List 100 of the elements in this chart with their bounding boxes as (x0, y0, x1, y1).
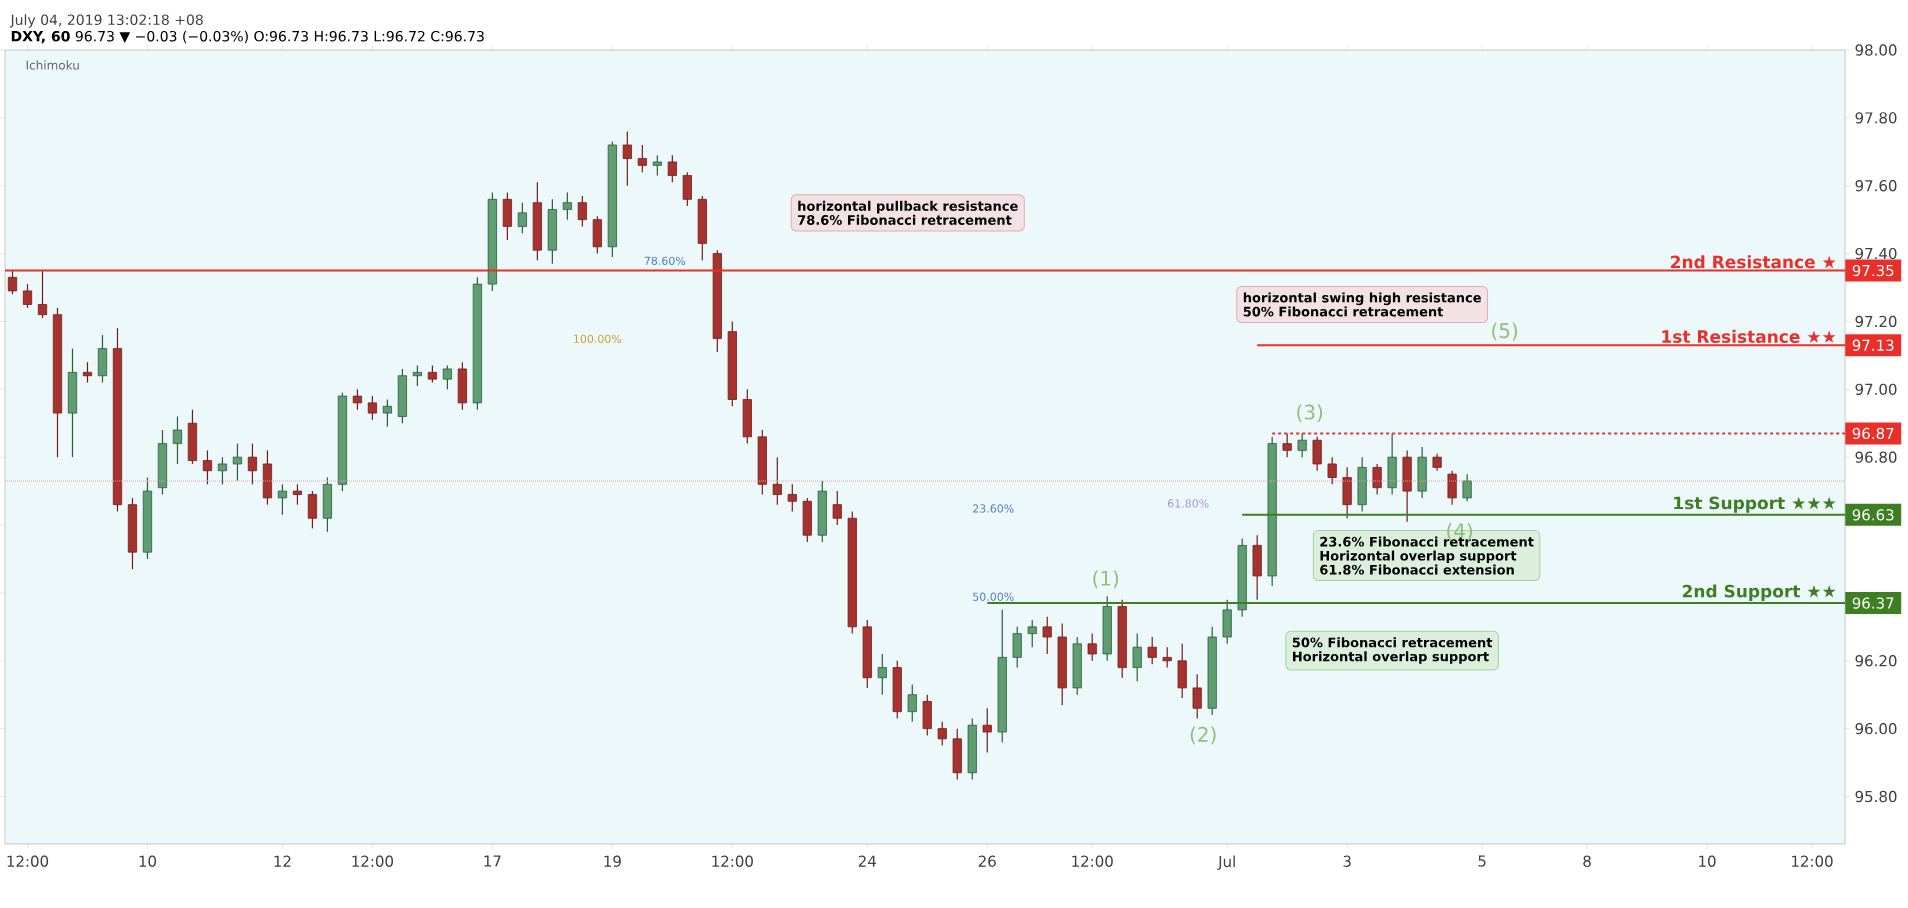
x-tick-label: 3 (1343, 855, 1351, 867)
candlestick (577, 195, 587, 228)
candlestick (517, 202, 527, 234)
candlestick (217, 456, 228, 485)
candlestick (382, 398, 392, 428)
x-tick-label: 12 (274, 855, 291, 867)
y-tick-label: 96.00 (1855, 722, 1897, 735)
candlestick (1297, 432, 1307, 458)
candlestick (82, 361, 93, 384)
y-tick-label: 96.80 (1855, 451, 1897, 463)
x-tick-label: 12:00 (712, 855, 753, 867)
x-tick-label: 12:00 (7, 855, 49, 867)
x-tick-label: 12:00 (1072, 855, 1113, 867)
y-tick-label: 98.00 (1855, 44, 1897, 56)
candlestick (637, 144, 647, 173)
candlestick (247, 443, 258, 485)
y-tick-label: 97.80 (1855, 112, 1897, 124)
candlestick (277, 483, 288, 516)
candlestick (667, 154, 677, 183)
candlestick (1447, 470, 1457, 506)
y-tick-label: 97.60 (1855, 180, 1897, 192)
candlestick (832, 490, 842, 526)
text: 96.63 (1852, 509, 1894, 521)
ref-line-label: 1st Support ★★★ (1674, 496, 1836, 513)
x-tick-label: 26 (978, 855, 996, 867)
annotation: 61.8% Fibonacci extension (1320, 564, 1514, 575)
candlestick (1087, 633, 1097, 662)
candlestick (37, 269, 48, 319)
candlestick (652, 154, 662, 177)
candlestick (1162, 646, 1172, 669)
candlestick (367, 395, 377, 421)
candlestick (982, 707, 992, 753)
annotation: (5) (1492, 322, 1518, 341)
candlestick (877, 653, 887, 696)
candlestick (202, 449, 213, 485)
annotation: 50% Fibonacci retracement (1243, 306, 1444, 317)
candlestick (172, 415, 183, 465)
candlestick (412, 364, 422, 387)
x-tick-label: 19 (604, 855, 621, 867)
x-tick-label: 10 (139, 855, 157, 867)
annotation: 78.6% Fibonacci retracement (798, 214, 1012, 225)
annotation: 23.60% (973, 504, 1014, 513)
candlestick (1027, 619, 1037, 648)
annotation: 50% Fibonacci retracement (1292, 637, 1493, 648)
candlestick (442, 364, 452, 390)
candlestick (7, 269, 18, 295)
candlestick (937, 721, 947, 747)
candlestick (1327, 456, 1337, 485)
x-tick-label: 10 (1699, 855, 1716, 867)
y-tick-label: 97.20 (1855, 315, 1897, 328)
annotation: 50.00% (973, 592, 1014, 601)
x-tick-label: 12:00 (352, 855, 394, 867)
candlestick (622, 130, 632, 187)
annotation: (3) (1297, 404, 1323, 422)
x-tick-label: 12:00 (1792, 855, 1833, 867)
text: 96.37 (1852, 597, 1894, 609)
annotation: Horizontal overlap support (1320, 550, 1517, 564)
candlestick (772, 456, 782, 506)
x-tick-label: 24 (858, 855, 876, 867)
text: 97.13 (1852, 339, 1894, 351)
text: 97.35 (1852, 264, 1894, 277)
y-tick-label: 95.80 (1855, 790, 1897, 803)
candlestick (292, 483, 303, 506)
candlestick (1372, 463, 1382, 496)
candlestick (907, 683, 917, 723)
candlestick (307, 490, 318, 530)
candlestick (1147, 636, 1157, 665)
y-tick-label: 97.00 (1855, 383, 1897, 395)
candlestick (562, 191, 572, 221)
text: July 04, 2019 13:02:18 +08 (9, 14, 203, 28)
annotation: (1) (1093, 570, 1119, 589)
annotation: horizontal pullback resistance (798, 200, 1018, 214)
text: 96.87 (1852, 427, 1894, 440)
annotation: 78.60% (644, 256, 686, 265)
x-tick-label: 5 (1478, 855, 1486, 867)
chart-title: DXY, 60 (11, 30, 70, 44)
candlestick (787, 483, 797, 513)
candlestick (352, 388, 363, 411)
candlestick (232, 443, 243, 482)
candlestick (1192, 673, 1202, 720)
ref-line-label: 1st Resistance ★★ (1662, 329, 1836, 343)
candlestick (1042, 616, 1052, 655)
annotation: 61.80% (1167, 499, 1209, 508)
annotation: Ichimoku (26, 60, 79, 70)
annotation: 100.00% (574, 334, 622, 343)
y-tick-label: 96.20 (1855, 655, 1897, 667)
ref-line-label: 2nd Resistance ★ (1671, 255, 1836, 269)
annotation: horizontal swing high resistance (1243, 292, 1481, 306)
annotation: Horizontal overlap support (1293, 651, 1489, 664)
x-tick-label: 17 (484, 855, 501, 867)
candlestick (1132, 633, 1142, 682)
candlestick (1462, 473, 1472, 502)
candlestick (1282, 432, 1292, 458)
y-tick-label: 97.40 (1855, 247, 1897, 260)
annotation: (2) (1190, 726, 1216, 745)
candlestick (1012, 626, 1022, 669)
candlestick (682, 171, 692, 207)
chart-subtitle: 96.73 ▼ −0.03 (−0.03%) O:96.73 H:96.73 L:96.72 C:96.73 (75, 30, 484, 44)
x-tick-label: 8 (1583, 855, 1591, 867)
ref-line-label: 2nd Support ★★ (1682, 584, 1836, 601)
